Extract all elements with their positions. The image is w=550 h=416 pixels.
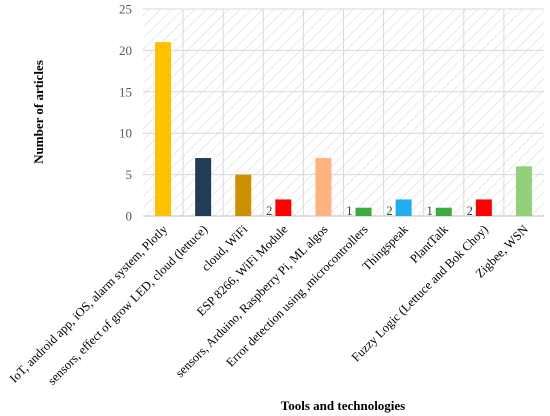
y-tick-label: 20 — [119, 43, 132, 58]
category-label: Error detection using ,microcontrollers — [223, 222, 370, 369]
x-axis-title: Tools and technologies — [281, 398, 406, 413]
bar — [195, 158, 212, 216]
data-label: 1 — [427, 204, 433, 218]
bar — [475, 199, 492, 216]
data-labels: 2 1 2 1 2 — [266, 204, 473, 218]
data-label: 1 — [346, 204, 352, 218]
grid-lines — [143, 8, 544, 217]
y-tick-label: 0 — [126, 209, 133, 224]
y-axis-title: Number of articles — [31, 60, 46, 164]
x-category-labels: IoT, android app, iOS, alarm system, Plo… — [7, 222, 531, 388]
y-tick-label: 15 — [119, 84, 132, 99]
bar — [355, 207, 372, 216]
data-label: 2 — [386, 204, 392, 218]
bar — [155, 42, 172, 217]
y-tick-label: 25 — [119, 2, 132, 17]
data-label: 2 — [266, 204, 272, 218]
bar — [515, 166, 532, 216]
bar — [395, 199, 412, 216]
bar — [275, 199, 292, 216]
bar — [235, 174, 252, 216]
y-tick-label: 10 — [119, 126, 132, 141]
bar — [435, 207, 452, 216]
y-tick-label: 5 — [126, 167, 133, 182]
bar — [315, 158, 332, 216]
data-label: 2 — [467, 204, 473, 218]
category-label: IoT, android app, iOS, alarm system, Plo… — [7, 222, 171, 386]
bars — [155, 42, 532, 217]
y-tick-labels: 0 5 10 15 20 25 — [119, 2, 132, 224]
